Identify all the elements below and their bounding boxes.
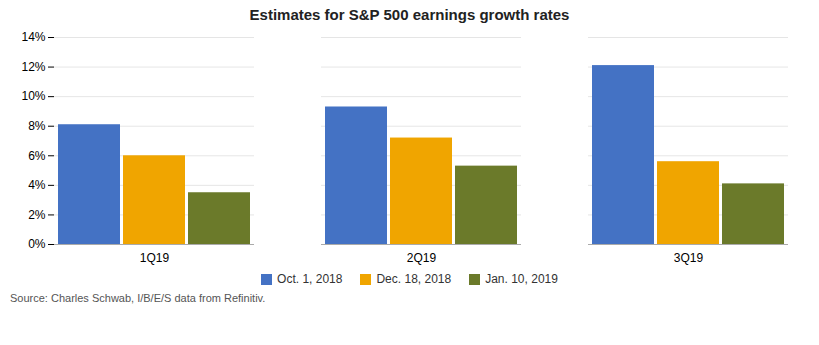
svg-text:4%: 4% [28, 178, 46, 192]
html-text:Dec. 18, 2018: Dec. 18, 2018 [376, 272, 452, 286]
html-text:Oct. 1, 2018: Oct. 1, 2018 [277, 272, 343, 286]
svg-text:14%: 14% [21, 30, 45, 44]
svg-text:10%: 10% [21, 89, 45, 103]
svg-text:12%: 12% [21, 60, 45, 74]
svg-text:1Q19: 1Q19 [140, 251, 170, 265]
html-text:Estimates for S&P 500 earnings: Estimates for S&P 500 earnings growth ra… [249, 6, 570, 23]
html-text:Source: Charles Schwab, I/B/E/: Source: Charles Schwab, I/B/E/S data fro… [10, 292, 266, 304]
svg-text:6%: 6% [28, 149, 46, 163]
svg-text:0%: 0% [28, 237, 46, 251]
html-text:Jan. 10, 2019: Jan. 10, 2019 [485, 272, 558, 286]
svg-text:3Q19: 3Q19 [674, 251, 704, 265]
svg-text:2Q19: 2Q19 [407, 251, 437, 265]
svg-text:8%: 8% [28, 119, 46, 133]
svg-text:2%: 2% [28, 208, 46, 222]
